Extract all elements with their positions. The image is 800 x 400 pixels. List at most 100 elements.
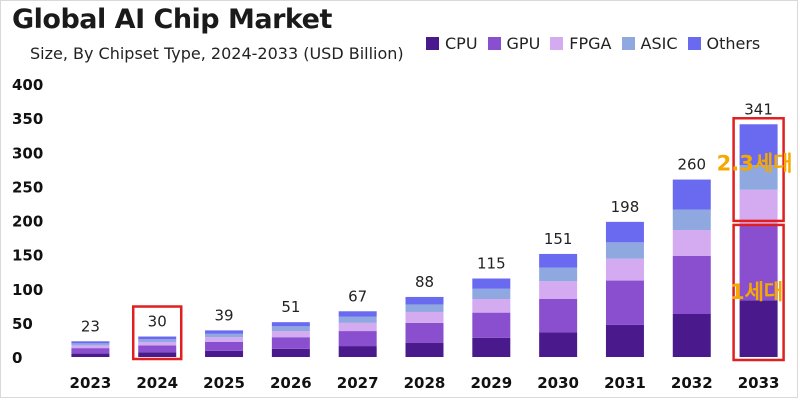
bar-2030-fpga (539, 281, 578, 299)
bar-2030-others (539, 253, 578, 268)
legend-item-others: Others (687, 34, 761, 53)
y-tick-label-250: 250 (12, 178, 43, 196)
y-tick-label-0: 0 (12, 349, 22, 367)
bar-2024-cpu (138, 352, 177, 357)
x-tick-label-2030: 2030 (537, 374, 579, 392)
y-tick-label-300: 300 (12, 144, 43, 162)
bar-2033-fpga (739, 189, 778, 224)
data-label-2026: 51 (281, 298, 300, 316)
data-label-2033: 341 (744, 100, 773, 118)
legend-item-asic: ASIC (621, 34, 678, 53)
x-tick-label-2031: 2031 (604, 374, 646, 392)
x-tick-label-2025: 2025 (203, 374, 245, 392)
bar-2032-others (672, 179, 711, 210)
bar-2025-cpu (205, 350, 244, 357)
bar-2028-cpu (405, 342, 444, 357)
bar-2025-asic (205, 333, 244, 338)
y-tick-label-100: 100 (12, 281, 43, 299)
data-label-2032: 260 (677, 156, 706, 174)
bar-2026-gpu (271, 337, 310, 349)
legend-label-gpu: GPU (506, 34, 541, 53)
bar-2027-others (338, 311, 377, 317)
bar-2029-gpu (472, 312, 511, 338)
bar-2032-fpga (672, 230, 711, 256)
x-tick-label-2023: 2023 (70, 374, 112, 392)
data-label-2027: 67 (348, 287, 367, 305)
data-label-2025: 39 (214, 306, 233, 324)
data-label-2031: 198 (611, 198, 640, 216)
bar-2033-others (739, 124, 778, 166)
bar-2031-asic (605, 242, 644, 259)
bar-2027-gpu (338, 331, 377, 347)
y-tick-label-50: 50 (12, 315, 33, 333)
data-label-2029: 115 (477, 255, 506, 273)
data-label-2028: 88 (415, 273, 434, 291)
chart-title: Global AI Chip Market (12, 4, 332, 35)
bar-2028-gpu (405, 322, 444, 343)
legend-label-cpu: CPU (445, 34, 478, 53)
legend-item-fpga: FPGA (550, 34, 612, 53)
bar-2023-asic (71, 343, 110, 346)
legend-item-cpu: CPU (426, 34, 478, 53)
bar-2031-others (605, 221, 644, 243)
bar-2026-others (271, 322, 310, 327)
chart-subtitle: Size, By Chipset Type, 2024-2033 (USD Bi… (30, 44, 404, 63)
bar-2025-gpu (205, 341, 244, 351)
bar-2028-asic (405, 304, 444, 312)
legend-label-others: Others (706, 34, 761, 53)
bar-2029-asic (472, 288, 511, 299)
bar-2027-fpga (338, 322, 377, 332)
legend: CPU GPU FPGA ASIC Others (426, 34, 760, 53)
bar-2024-gpu (138, 345, 177, 353)
bar-2023-cpu (71, 353, 110, 357)
legend-label-fpga: FPGA (569, 34, 612, 53)
bar-2033-asic (739, 165, 778, 190)
legend-swatch-cpu (426, 37, 439, 50)
legend-item-gpu: GPU (487, 34, 541, 53)
bar-2027-asic (338, 316, 377, 323)
bar-2032-cpu (672, 314, 711, 357)
bar-2026-fpga (271, 331, 310, 338)
bar-2024-others (138, 336, 177, 340)
bar-2023-gpu (71, 348, 110, 354)
bar-2030-cpu (539, 332, 578, 357)
annotation-upper-label: 2.3세대 (717, 152, 793, 176)
bar-2033-cpu (739, 300, 778, 357)
x-tick-label-2028: 2028 (404, 374, 446, 392)
x-tick-label-2032: 2032 (671, 374, 713, 392)
bar-2025-others (205, 330, 244, 334)
bar-2030-gpu (539, 298, 578, 333)
y-tick-label-200: 200 (12, 213, 43, 231)
data-label-2030: 151 (544, 230, 573, 248)
legend-label-asic: ASIC (640, 34, 678, 53)
y-tick-label-150: 150 (12, 247, 43, 265)
x-tick-label-2024: 2024 (136, 374, 178, 392)
bar-2028-others (405, 296, 444, 305)
bar-2024-asic (138, 339, 177, 342)
bar-2033-gpu (739, 223, 778, 301)
bar-2028-fpga (405, 311, 444, 323)
bar-2031-cpu (605, 324, 644, 357)
bar-2029-cpu (472, 337, 511, 357)
bar-2026-cpu (271, 348, 310, 357)
annotation-box-lower (732, 223, 785, 362)
highlight-box-2024 (131, 305, 183, 361)
y-tick-label-350: 350 (12, 110, 43, 128)
bar-2032-asic (672, 209, 711, 231)
bar-2024-fpga (138, 341, 177, 346)
legend-swatch-others (687, 37, 701, 50)
bar-2023-fpga (71, 345, 110, 349)
bar-2031-gpu (605, 280, 644, 325)
annotation-box-upper (732, 117, 785, 223)
x-tick-label-2027: 2027 (337, 374, 379, 392)
x-tick-label-2029: 2029 (470, 374, 512, 392)
bar-2027-cpu (338, 346, 377, 357)
bar-2029-others (472, 278, 511, 289)
annotation-lower-label: 1세대 (730, 280, 783, 304)
x-tick-label-2033: 2033 (738, 374, 780, 392)
bar-2023-others (71, 341, 110, 344)
bar-2030-asic (539, 267, 578, 282)
data-label-2024: 30 (148, 313, 167, 331)
